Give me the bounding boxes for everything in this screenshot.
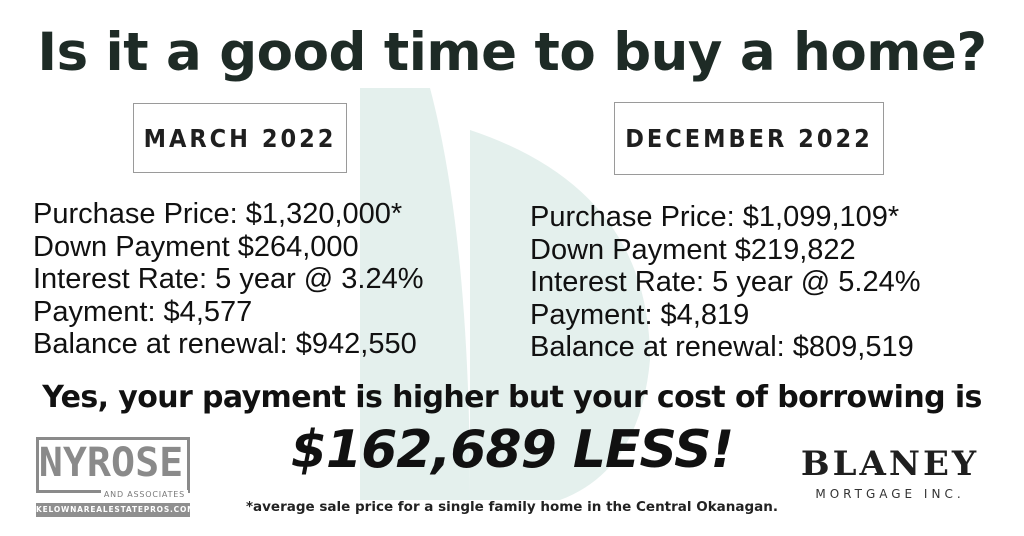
blaney-logo-subtitle: MORTGAGE INC.: [815, 487, 965, 501]
headline-text: Yes, your payment is higher but your cos…: [42, 380, 982, 415]
march-balance-at-renewal: Balance at renewal: $942,550: [33, 328, 417, 360]
december-purchase-price: Purchase Price: $1,099,109*: [530, 201, 900, 233]
blaney-logo-name: BLANEY: [800, 444, 980, 484]
blaney-logo: BLANEY MORTGAGE INC.: [790, 444, 990, 508]
nyrose-logo-name: NYROSE: [38, 440, 184, 486]
march-down-payment: Down Payment $264,000: [33, 230, 359, 263]
march-details-list: Purchase Price: $1,320,000* Down Payment…: [33, 198, 424, 361]
nyrose-logo-associates: AND ASSOCIATES: [100, 490, 188, 499]
december-down-payment: Down Payment $219,822: [530, 233, 856, 266]
december-details-list: Purchase Price: $1,099,109* Down Payment…: [530, 201, 921, 364]
watermark-leaf-left: [360, 88, 470, 500]
footnote-text: *average sale price for a single family …: [245, 499, 779, 515]
december-balance-at-renewal: Balance at renewal: $809,519: [530, 331, 914, 363]
march-purchase-price: Purchase Price: $1,320,000*: [33, 198, 403, 230]
march-payment: Payment: $4,577: [33, 295, 253, 328]
december-interest-rate: Interest Rate: 5 year @ 5.24%: [530, 266, 921, 298]
period-label-march: MARCH 2022: [133, 103, 347, 173]
page-title: Is it a good time to buy a home?: [37, 22, 987, 83]
watermark-leaf-right: [470, 130, 650, 500]
period-label-december: DECEMBER 2022: [614, 102, 884, 175]
savings-amount: $162,689 LESS!: [290, 420, 735, 480]
nyrose-logo: NYROSE AND ASSOCIATES KELOWNAREALESTATEP…: [34, 437, 195, 517]
nyrose-logo-website: KELOWNAREALESTATEPROS.COM: [36, 503, 195, 517]
december-payment: Payment: $4,819: [530, 298, 750, 331]
march-interest-rate: Interest Rate: 5 year @ 3.24%: [33, 263, 424, 295]
